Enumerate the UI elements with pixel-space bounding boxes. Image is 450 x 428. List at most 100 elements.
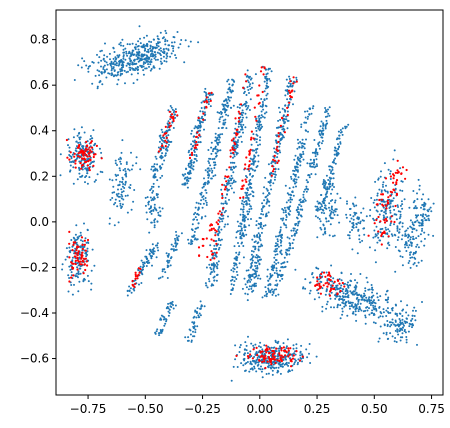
data-point <box>347 123 350 126</box>
data-point <box>365 215 368 218</box>
data-point <box>320 272 323 275</box>
data-point <box>296 224 299 227</box>
data-point <box>202 183 205 186</box>
data-point <box>249 138 253 141</box>
data-point <box>211 150 214 153</box>
data-point <box>143 265 145 268</box>
data-point <box>207 160 210 163</box>
data-point <box>398 250 401 253</box>
data-point <box>203 111 206 114</box>
data-point <box>384 177 388 180</box>
data-point <box>125 163 128 165</box>
data-point <box>268 351 271 355</box>
data-point <box>295 343 298 346</box>
data-point <box>267 287 270 290</box>
data-point <box>296 170 299 173</box>
data-point <box>412 309 414 312</box>
data-point <box>301 138 304 141</box>
data-point <box>328 206 330 209</box>
data-point <box>380 243 383 246</box>
data-point <box>169 118 172 121</box>
data-point <box>205 201 208 204</box>
data-point <box>386 325 389 327</box>
data-point <box>340 284 343 287</box>
data-point <box>372 201 375 204</box>
data-point <box>217 149 220 152</box>
data-point <box>108 52 111 55</box>
data-point <box>369 304 372 306</box>
data-point <box>378 239 381 242</box>
data-point <box>385 331 388 334</box>
data-point <box>396 314 399 317</box>
data-point <box>388 244 391 247</box>
data-point <box>288 91 292 94</box>
data-point <box>246 213 249 216</box>
data-point <box>248 170 251 172</box>
data-point <box>414 220 417 223</box>
data-point <box>162 318 165 321</box>
data-point <box>408 206 411 209</box>
data-point <box>295 181 298 184</box>
data-point <box>396 229 399 232</box>
data-point <box>217 127 220 130</box>
data-point <box>286 338 289 341</box>
data-point <box>130 168 133 171</box>
data-point <box>391 309 394 312</box>
data-point <box>204 197 207 199</box>
data-point <box>286 236 289 239</box>
data-point <box>165 57 168 60</box>
data-point <box>72 166 75 169</box>
data-point <box>239 235 242 238</box>
data-point <box>245 156 248 159</box>
data-point <box>352 222 355 224</box>
data-point <box>191 145 194 148</box>
data-point <box>365 296 368 299</box>
data-point <box>302 145 305 148</box>
data-point <box>130 208 133 211</box>
data-point <box>144 255 147 258</box>
data-point <box>252 174 254 177</box>
data-point <box>280 354 283 357</box>
data-point <box>236 256 239 259</box>
data-point <box>152 248 155 251</box>
data-point <box>155 46 158 49</box>
data-point <box>295 230 298 233</box>
data-point <box>176 114 179 117</box>
data-point <box>263 112 266 115</box>
data-point <box>144 49 146 52</box>
data-point <box>90 137 93 140</box>
data-point <box>197 314 200 317</box>
data-point <box>422 193 425 196</box>
data-point <box>243 92 245 95</box>
data-point <box>398 228 401 231</box>
data-point <box>238 106 241 109</box>
data-point <box>415 250 417 253</box>
data-point <box>218 231 221 234</box>
data-point <box>407 239 410 242</box>
data-point <box>72 243 75 246</box>
data-point <box>232 165 235 168</box>
data-point <box>231 168 234 171</box>
data-point <box>72 136 75 139</box>
data-point <box>132 54 135 56</box>
y-tick-label: 0.4 <box>30 124 49 138</box>
data-point <box>283 108 286 111</box>
data-point <box>267 68 270 71</box>
data-point <box>257 248 260 251</box>
data-point <box>167 255 170 258</box>
data-point <box>200 199 203 202</box>
data-point <box>238 136 241 139</box>
data-point <box>165 252 168 255</box>
data-point <box>261 348 264 351</box>
data-point <box>83 263 86 266</box>
data-point <box>339 286 342 289</box>
data-point <box>392 181 395 184</box>
data-point <box>270 188 273 191</box>
data-point <box>260 370 263 373</box>
data-point <box>305 179 308 182</box>
data-point <box>83 60 86 63</box>
data-point <box>279 226 282 229</box>
data-point <box>280 347 283 350</box>
data-point <box>250 250 253 252</box>
data-point <box>273 288 276 291</box>
